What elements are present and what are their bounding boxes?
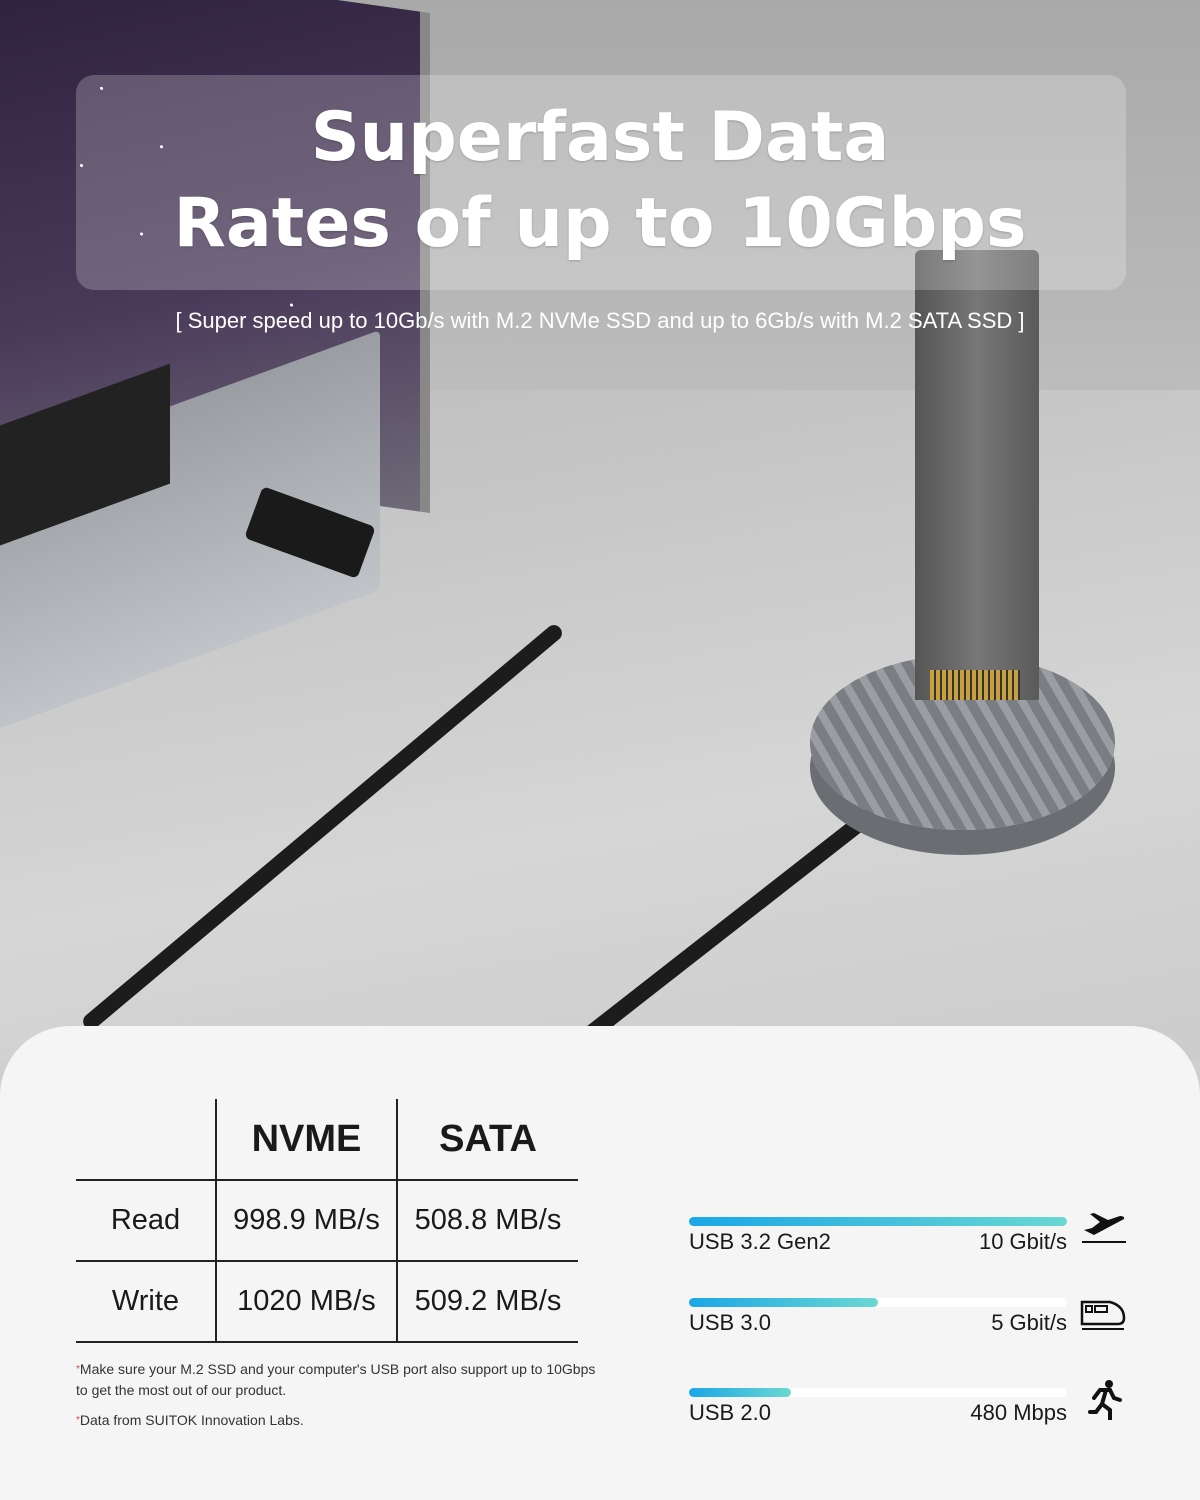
speed-value: 5 Gbit/s: [991, 1310, 1067, 1335]
speed-row: USB 3.0 5 Gbit/s: [689, 1298, 1067, 1336]
train-icon: [1080, 1300, 1126, 1330]
speed-name: USB 2.0: [689, 1400, 771, 1425]
cell-sata: 509.2 MB/s: [396, 1260, 578, 1343]
footnote: *Data from SUITOK Innovation Labs.: [76, 1410, 304, 1431]
speed-row: USB 2.0 480 Mbps: [689, 1388, 1067, 1426]
speed-bar-fill: [689, 1217, 1067, 1226]
speed-bar-track: [689, 1217, 1067, 1226]
speed-value: 10 Gbit/s: [978, 1229, 1067, 1254]
speed-table: NVME SATA Read 998.9 MB/s 508.8 MB/s Write 1…: [76, 1099, 578, 1343]
speed-name: USB 3.2 Gen2: [689, 1229, 831, 1254]
header-sata: SATA: [396, 1099, 578, 1180]
cell-nvme: 998.9 MB/s: [215, 1179, 397, 1261]
speed-bar-track: [689, 1388, 1067, 1397]
footnote-marker: *: [76, 1415, 80, 1426]
cell-nvme: 1020 MB/s: [215, 1260, 397, 1343]
hero-subtitle: [ Super speed up to 10Gb/s with M.2 NVMe…: [175, 308, 1025, 333]
speed-value: 480 Mbps: [970, 1400, 1067, 1425]
row-label: Read: [76, 1179, 216, 1261]
speed-bar-fill: [689, 1298, 878, 1307]
header-nvme: NVME: [215, 1099, 397, 1180]
hero-title: Superfast Data Rates of up to 10Gbps: [0, 95, 1200, 267]
footnote-text: Make sure your M.2 SSD and your computer…: [76, 1361, 596, 1398]
airplane-icon: [1082, 1213, 1126, 1243]
title-line-1: Superfast Data: [310, 98, 890, 177]
m2-ssd: [915, 250, 1039, 700]
title-backdrop: [76, 75, 1126, 290]
product-photo: Superfast Data Rates of up to 10Gbps [ Su…: [0, 0, 1200, 1060]
cell-sata: 508.8 MB/s: [396, 1179, 578, 1261]
running-person-icon: [1088, 1380, 1122, 1420]
speed-bar-fill: [689, 1388, 792, 1397]
speed-bar-track: [689, 1298, 1067, 1307]
row-label: Write: [76, 1260, 216, 1343]
speed-row: USB 3.2 Gen2 10 Gbit/s: [689, 1217, 1067, 1255]
footnote-text: Data from SUITOK Innovation Labs.: [79, 1412, 304, 1428]
header-blank: [76, 1099, 216, 1180]
footnote: *Make sure your M.2 SSD and your compute…: [76, 1359, 596, 1401]
footnote-marker: *: [76, 1364, 80, 1375]
speed-name: USB 3.0: [689, 1310, 771, 1335]
title-line-2: Rates of up to 10Gbps: [173, 184, 1027, 263]
